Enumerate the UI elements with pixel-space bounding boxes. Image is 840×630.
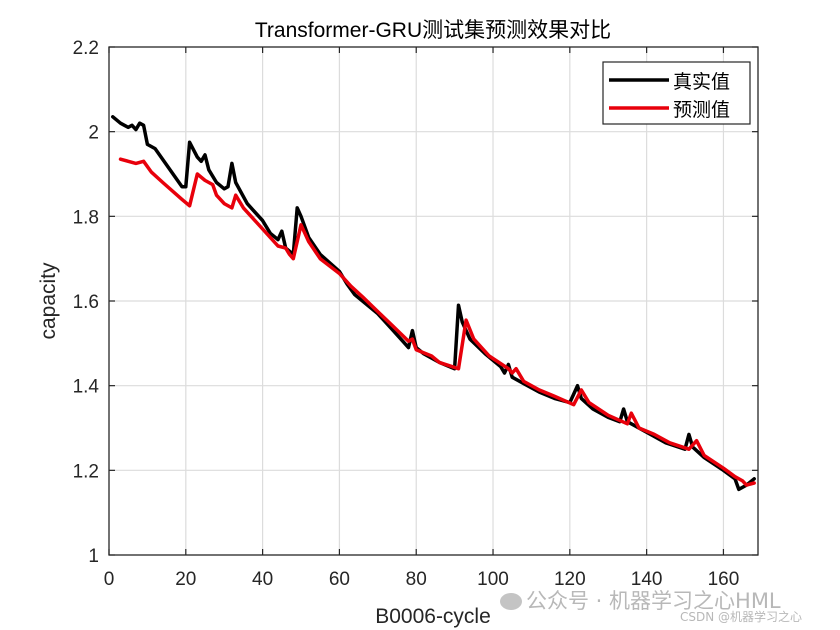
x-tick-label: 20: [175, 569, 196, 590]
csdn-watermark: CSDN @机器学习之心: [680, 610, 803, 624]
predicted-values-line: [118, 157, 756, 487]
actual-values-line: [111, 115, 756, 492]
legend-label-predicted: 预测值: [673, 99, 730, 121]
x-tick-label: 40: [252, 569, 273, 590]
legend-label-actual: 真实值: [673, 71, 730, 93]
y-tick-label: 1.2: [73, 461, 99, 482]
data-series: [111, 115, 756, 492]
x-tick-label: 0: [104, 569, 115, 590]
legend: 真实值 预测值: [602, 61, 751, 125]
y-tick-label: 1.8: [73, 207, 99, 228]
wechat-icon: [500, 593, 522, 610]
x-tick-label: 60: [329, 569, 350, 590]
wechat-watermark-text: 公众号 · 机器学习之心HML: [526, 589, 781, 613]
axis-ticks: 0 20 40 60 80 100 120 140 160 1 1.2 1.4 1.6 1.8 2 2.2: [73, 38, 758, 590]
x-tick-label: 80: [406, 569, 427, 590]
y-tick-label: 2: [88, 123, 99, 144]
x-tick-label: 140: [631, 569, 663, 590]
x-tick-label: 160: [708, 569, 740, 590]
wechat-watermark: 公众号 · 机器学习之心HML: [500, 585, 781, 615]
chart-title: Transformer-GRU测试集预测效果对比: [255, 19, 611, 42]
x-axis-label: B0006-cycle: [375, 605, 491, 628]
legend-box: [602, 61, 751, 125]
y-axis-label: capacity: [37, 262, 60, 340]
y-tick-label: 1: [88, 546, 99, 567]
y-tick-label: 1.4: [73, 377, 100, 398]
y-tick-label: 1.6: [73, 292, 99, 313]
x-tick-label: 120: [554, 569, 586, 590]
x-tick-label: 100: [477, 569, 509, 590]
y-tick-label: 2.2: [73, 38, 99, 59]
